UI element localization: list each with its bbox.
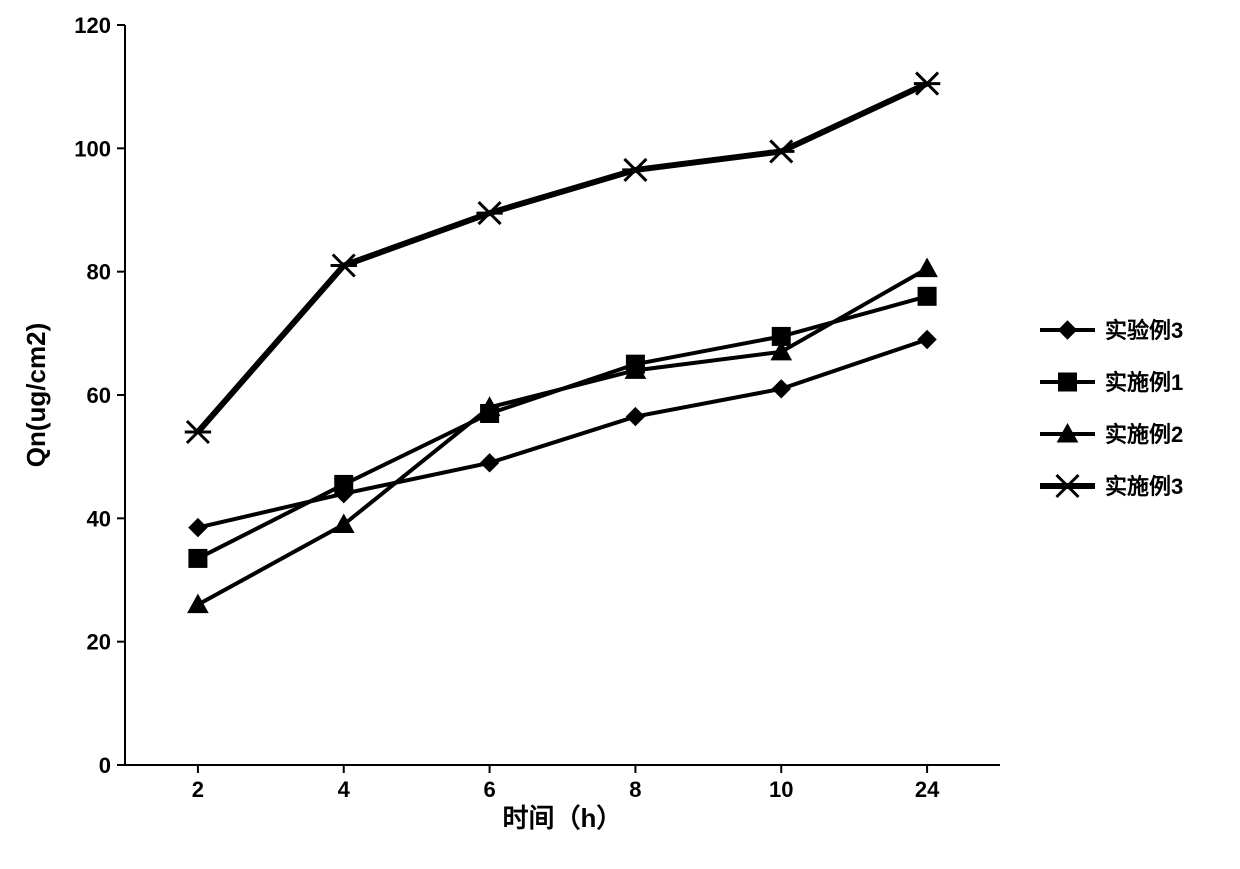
legend-label: 实施例3 — [1105, 474, 1183, 499]
x-tick-label: 6 — [483, 777, 495, 802]
y-tick-label: 0 — [99, 753, 111, 778]
x-tick-label: 2 — [192, 777, 204, 802]
y-tick-label: 100 — [74, 136, 111, 161]
axes: 02040608010012024681024时间（h）Qn(ug/cm2) — [21, 13, 1000, 833]
y-tick-label: 40 — [87, 506, 111, 531]
x-axis-title: 时间（h） — [503, 803, 623, 833]
x-tick-label: 4 — [338, 777, 351, 802]
y-tick-label: 120 — [74, 13, 111, 38]
x-tick-label: 24 — [915, 777, 940, 802]
series-group — [185, 73, 941, 613]
legend: 实验例3 实施例1 实施例2 实施例3 — [1040, 318, 1183, 499]
legend-label: 实施例1 — [1105, 370, 1183, 395]
legend-label: 实施例2 — [1105, 422, 1183, 447]
x-tick-label: 8 — [629, 777, 641, 802]
legend-label: 实验例3 — [1105, 318, 1183, 343]
x-tick-label: 10 — [769, 777, 793, 802]
line-chart: 02040608010012024681024时间（h）Qn(ug/cm2)实验… — [0, 0, 1240, 869]
y-tick-label: 80 — [87, 260, 111, 285]
y-tick-label: 20 — [87, 630, 111, 655]
y-axis-title: Qn(ug/cm2) — [21, 323, 51, 467]
chart-container: 02040608010012024681024时间（h）Qn(ug/cm2)实验… — [0, 0, 1240, 869]
y-tick-label: 60 — [87, 383, 111, 408]
